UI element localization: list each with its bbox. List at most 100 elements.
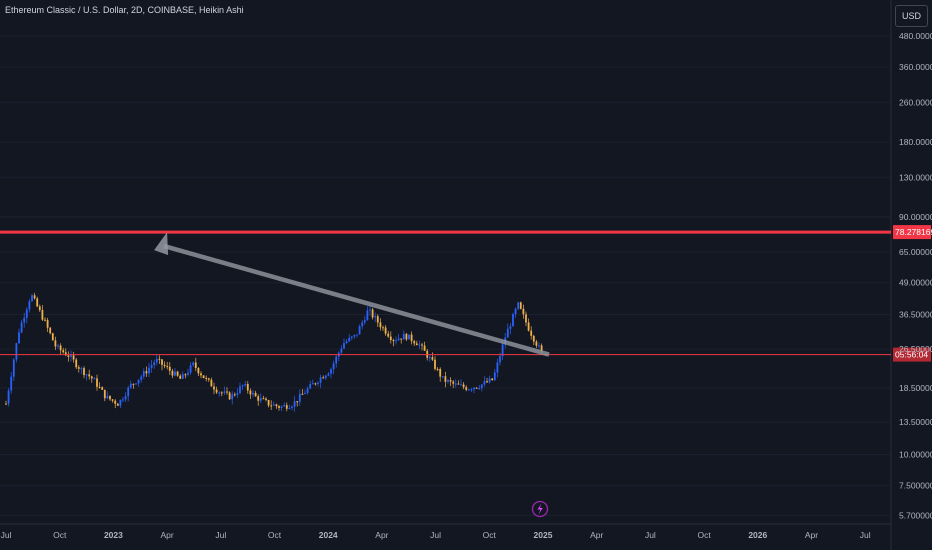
candle-body	[319, 377, 322, 383]
candle-body	[101, 387, 104, 390]
candle-body	[46, 320, 49, 328]
candle-body	[488, 378, 491, 383]
candle-body	[150, 365, 153, 368]
x-tick-label: Jul	[430, 530, 441, 540]
candle-body	[434, 359, 436, 369]
candle-body	[257, 396, 260, 401]
lightning-bolt-icon[interactable]	[531, 500, 549, 518]
y-tick-label: 7.500000	[899, 481, 932, 491]
candle-body	[496, 362, 499, 373]
x-tick-label: Apr	[805, 530, 818, 540]
candle-body	[233, 394, 236, 396]
candle-body	[207, 378, 210, 380]
candle-body	[241, 385, 244, 387]
candle-body	[538, 345, 540, 347]
candle-body	[519, 302, 522, 309]
candle-body	[296, 401, 299, 403]
candle-body	[171, 370, 174, 376]
currency-button[interactable]: USD	[895, 5, 928, 27]
candle-body	[239, 386, 241, 394]
candle-body	[49, 327, 52, 334]
candle-body	[20, 322, 23, 333]
candle-body	[413, 341, 416, 344]
candle-body	[218, 392, 221, 394]
candle-body	[77, 367, 80, 369]
candle-body	[244, 384, 247, 386]
candle-body	[418, 344, 421, 346]
candle-body	[231, 394, 234, 400]
candle-body	[103, 389, 106, 399]
candle-body	[174, 371, 176, 376]
candle-body	[215, 389, 218, 393]
current-price-tag	[893, 347, 931, 362]
y-tick-label: 90.000000	[899, 212, 932, 222]
candle-body	[70, 355, 72, 357]
candle-body	[135, 383, 137, 385]
candle-body	[473, 387, 475, 390]
x-tick-label: 2024	[319, 530, 338, 540]
price-axis[interactable]: 480.000000 360.000000 260.000000 180.000000…	[899, 31, 932, 520]
candle-body	[10, 376, 13, 391]
candle-body	[197, 367, 200, 374]
candle-body	[509, 326, 512, 329]
candle-body	[179, 375, 182, 379]
candle-body	[436, 368, 439, 370]
candle-body	[470, 389, 473, 391]
candle-body	[158, 358, 161, 360]
candle-body	[18, 332, 20, 344]
candle-body	[467, 389, 470, 391]
candle-body	[382, 327, 384, 329]
candle-body	[530, 330, 533, 336]
candle-body	[181, 374, 184, 379]
candle-body	[132, 383, 135, 385]
candle-body	[478, 388, 481, 390]
candle-body	[340, 348, 343, 353]
x-tick-label: Jul	[1, 530, 12, 540]
candle-body	[376, 316, 379, 323]
candle-body	[194, 362, 197, 368]
candle-body	[36, 298, 39, 307]
candle-body	[51, 333, 54, 341]
candle-body	[410, 334, 413, 342]
candle-body	[278, 406, 280, 408]
candle-body	[348, 337, 351, 342]
candle-body	[444, 376, 447, 382]
candle-body	[124, 396, 127, 400]
x-tick-label: 2026	[748, 530, 767, 540]
candle-body	[397, 338, 400, 341]
candle-body	[25, 309, 28, 318]
candle-body	[67, 355, 70, 357]
candle-body	[457, 383, 460, 385]
candle-body	[88, 374, 91, 377]
candle-body	[389, 336, 392, 341]
candle-body	[493, 372, 496, 381]
candle-body	[106, 395, 109, 399]
candle-body	[402, 333, 405, 340]
candle-body	[44, 319, 46, 321]
candle-body	[285, 405, 288, 409]
candle-body	[31, 295, 33, 302]
candle-body	[431, 357, 434, 360]
candle-body	[491, 378, 494, 381]
candle-body	[187, 372, 189, 375]
candle-body	[460, 384, 462, 386]
candle-body	[205, 377, 208, 379]
candle-body	[140, 376, 143, 380]
y-tick-label: 36.500000	[899, 310, 932, 320]
candle-body	[369, 309, 371, 311]
time-axis[interactable]: Jul Oct 2023 Apr Jul Oct 2024 Apr Jul Oct 2025 Apr J…	[1, 530, 871, 540]
candle-body	[291, 406, 293, 409]
candle-body	[192, 362, 195, 366]
candle-body	[400, 338, 403, 340]
candle-body	[220, 392, 223, 394]
candle-body	[514, 308, 517, 315]
y-tick-label: 26.500000	[899, 344, 932, 354]
candle-body	[304, 392, 306, 394]
candle-body	[145, 371, 148, 374]
candle-body	[395, 340, 397, 342]
projection-arrow-shaft	[163, 243, 550, 357]
candle-body	[252, 392, 254, 395]
candle-body	[298, 393, 301, 402]
x-tick-label: 2023	[104, 530, 123, 540]
